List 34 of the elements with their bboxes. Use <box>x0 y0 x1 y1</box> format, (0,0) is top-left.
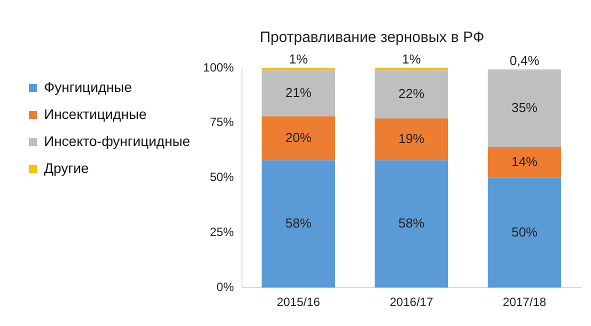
bar <box>374 160 448 288</box>
chart-title: Протравливание зерновых в РФ <box>260 29 484 46</box>
data-label: 22% <box>398 86 425 101</box>
bar <box>374 70 448 119</box>
data-label: 21% <box>285 84 312 100</box>
data-label: 50% <box>511 224 538 240</box>
data-label: 14% <box>511 154 538 170</box>
y-tick-label: 100% <box>203 60 234 74</box>
bar <box>488 147 562 178</box>
bar <box>262 116 336 160</box>
bar <box>488 178 562 288</box>
bar <box>488 70 562 148</box>
legend-label: Другие <box>44 160 90 176</box>
bar <box>262 160 336 288</box>
y-tick-label: 0% <box>216 280 234 294</box>
data-label: 58% <box>285 215 312 230</box>
data-label: 58% <box>398 215 425 230</box>
y-tick-label: 50% <box>210 170 234 184</box>
bar <box>374 118 448 160</box>
legend-label: Инсекто-фунгицидные <box>44 132 190 149</box>
data-label: 20% <box>285 130 312 145</box>
x-tick-label: 2017/18 <box>502 295 546 310</box>
y-tick-label: 75% <box>210 115 234 130</box>
y-tick-label: 25% <box>210 225 234 240</box>
data-label: 0,4% <box>510 52 540 68</box>
data-label: 1% <box>402 52 422 67</box>
x-tick-label: 2015/16 <box>276 295 320 310</box>
legend-label: Инсектицидные <box>44 106 147 122</box>
legend-label: Фунгицидные <box>44 78 132 95</box>
data-label: 35% <box>511 100 538 116</box>
bar <box>262 70 336 116</box>
data-label: 19% <box>398 130 425 146</box>
x-tick-label: 2016/17 <box>390 295 434 310</box>
data-label: 1% <box>288 52 308 67</box>
